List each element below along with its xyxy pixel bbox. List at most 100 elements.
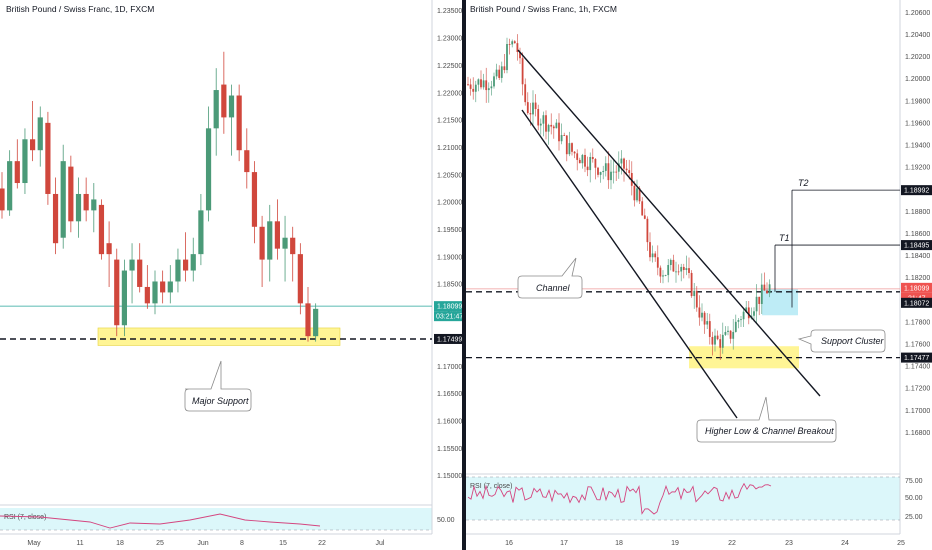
right-x-tick-label: 19 [671,540,679,547]
right-y-tick-label: 1.17600 [905,342,930,349]
hourly-candle-body [727,330,729,332]
right-y-tick-label: 1.18400 [905,253,930,260]
daily-candle-body [75,193,82,222]
daily-candle-body [244,150,250,173]
hourly-candle-body [698,307,701,318]
hourly-candle-body [690,272,693,297]
hourly-candle-body [688,268,690,273]
channel-label: Channel [536,283,571,293]
hourly-candle-body [672,259,675,272]
hourly-candle-body [680,266,683,272]
daily-candle-body [98,204,105,255]
right-x-tick-label: 25 [897,540,905,547]
hourly-candle-body [716,335,719,340]
hourly-candle-body [597,167,599,175]
left-y-tick-label: 1.20500 [437,172,462,179]
right-y-tick-label: 1.17800 [905,319,930,326]
hourly-candle-body [693,290,696,297]
hourly-candle-body [513,41,516,44]
hourly-candle-body [498,69,501,78]
left-support-zone [97,327,341,346]
support-cluster-callout [797,329,886,353]
right-rsi-line [467,482,772,515]
hourly-chart-panel[interactable]: T1 T2 1.20600 1.20400 1.20200 1.20000 1.1980… [466,0,932,547]
t2-price-label: 1.18992 [904,188,929,195]
hourly-candle-body [763,284,766,291]
left-x-tick-label: 8 [240,540,244,547]
hourly-candle-body [703,312,706,325]
daily-candle-body [121,270,127,326]
hourly-candle-body [573,151,576,154]
hourly-candle-body [589,157,592,171]
left-y-tick-label: 1.23500 [437,8,462,15]
daily-candle-body [160,281,166,293]
right-y-tick-label: 1.18600 [905,231,930,238]
left-x-tick-label: 25 [156,540,164,547]
hourly-candle-body [534,102,537,110]
hourly-candle-body [620,158,623,164]
left-x-tick-label: Jul [376,540,385,547]
right-rsi-band [466,477,900,520]
rsi-tick-25: 25.00 [905,514,923,521]
daily-candle-body [129,259,135,271]
hourly-candle-body [555,122,558,129]
daily-candle-body [83,193,89,211]
hourly-candle-body [664,275,667,276]
left-chart-title: British Pound / Swiss Franc, 1D, FXCM [6,4,154,14]
hourly-candle-body [610,171,612,181]
t1-label: T1 [779,233,790,243]
right-y-tick-label: 1.18800 [905,209,930,216]
right-y-tick-label: 1.20400 [905,32,930,39]
daily-candle-body [14,161,20,184]
breakout-callout [696,396,837,443]
hourly-candle-body [495,69,498,77]
left-countdown-tag [434,311,464,322]
daily-chart-panel[interactable]: 1.23500 1.23000 1.22500 1.22000 1.21500 1.210… [0,0,464,547]
daily-candle-body [236,95,242,151]
daily-candle-body [30,139,36,151]
hourly-candle-body [636,188,638,201]
hourly-candle-body [558,122,560,142]
hourly-candle-body [493,76,495,87]
right-y-tick-label: 1.17000 [905,408,930,415]
daily-candle-body [297,254,303,304]
hourly-candle-body [584,154,586,167]
hourly-candle-body [563,135,566,136]
hourly-candle-body [487,88,490,91]
hourly-candle-body [656,257,659,268]
hourly-candle-body [472,88,475,92]
cluster-price-label: 1.18072 [904,300,929,307]
left-y-tick-label: 1.15500 [437,446,462,453]
hourly-candle-body [607,163,610,181]
hourly-candle-body [490,86,493,89]
major-support-callout [184,360,252,412]
left-x-tick-label: 18 [116,540,124,547]
daily-candle-body [213,90,219,129]
right-y-tick-label: 1.16800 [905,430,930,437]
hourly-candle-body [740,319,742,321]
daily-candle-body [175,259,181,282]
hourly-candle-body [649,242,651,258]
daily-candle-body [282,237,288,249]
hourly-candle-body [474,84,477,92]
hourly-candle-body [737,320,740,322]
hourly-candle-body [643,215,646,219]
daily-candle-body [259,226,265,260]
daily-candle-body [60,161,66,238]
t1-price-label: 1.18495 [904,243,929,250]
hourly-candle-body [578,159,581,164]
hourly-candle-body [539,123,542,126]
panel-splitter[interactable] [462,0,466,550]
left-y-tick-label: 1.18500 [437,282,462,289]
left-last-price-label: 1.18099 [437,304,462,311]
daily-candle-body [221,84,227,118]
hourly-candle-body [532,102,534,115]
left-x-tick-label: 11 [76,540,83,547]
daily-candle-body [37,117,43,151]
right-support-zone [689,346,799,369]
left-y-tick-label: 1.19000 [437,254,462,261]
right-support-price-label: 1.17477 [904,355,929,362]
hourly-candle-body [503,66,506,71]
daily-candle-body [183,259,189,271]
hourly-candle-body [675,271,677,273]
